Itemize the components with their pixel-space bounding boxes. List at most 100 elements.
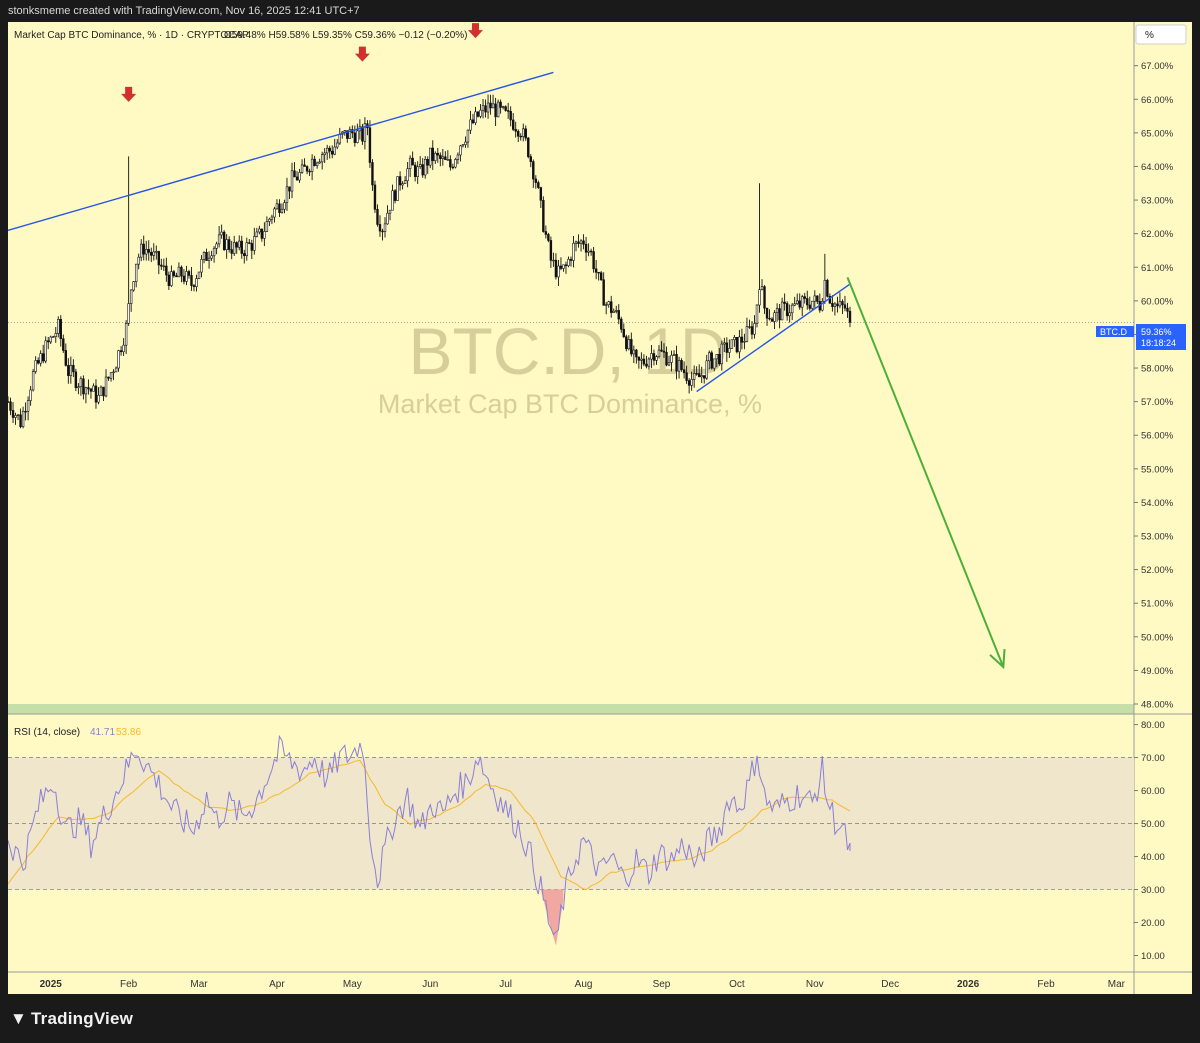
price-tag-value: 59.36% bbox=[1141, 327, 1172, 337]
candle-body bbox=[270, 216, 274, 220]
candle-body bbox=[145, 249, 148, 255]
trendline[interactable] bbox=[8, 71, 554, 231]
candle-body bbox=[564, 264, 568, 267]
candle-body bbox=[94, 385, 98, 403]
candle-body bbox=[283, 202, 286, 210]
candle-body bbox=[197, 271, 201, 279]
candle-body bbox=[265, 221, 269, 232]
candle-body bbox=[368, 127, 372, 163]
candle-body bbox=[486, 102, 490, 113]
candle-body bbox=[632, 349, 636, 355]
candle-body bbox=[650, 353, 653, 360]
candle-body bbox=[346, 130, 349, 139]
candle-body bbox=[537, 182, 540, 188]
candle-body bbox=[625, 336, 628, 350]
candle-body bbox=[371, 162, 374, 186]
down-arrow-marker-icon[interactable] bbox=[354, 46, 370, 62]
candle-body bbox=[572, 242, 575, 261]
candle-body bbox=[220, 231, 223, 236]
candle-body bbox=[838, 301, 842, 307]
candle-body bbox=[728, 348, 731, 353]
candle-body bbox=[627, 339, 631, 350]
candle-body bbox=[84, 387, 88, 395]
candle-body bbox=[167, 274, 171, 286]
candle-body bbox=[245, 242, 248, 257]
candle-body bbox=[222, 231, 226, 251]
candle-body bbox=[740, 336, 744, 343]
price-axis-label: 58.00% bbox=[1141, 364, 1174, 375]
candle-body bbox=[607, 301, 610, 306]
candle-body bbox=[104, 376, 108, 397]
chart-area[interactable]: BTC.D, 1D Market Cap BTC Dominance, % 10… bbox=[8, 22, 1192, 994]
candle-body bbox=[326, 147, 329, 154]
tradingview-logo[interactable]: ▼ TradingView bbox=[10, 1009, 133, 1029]
candle-body bbox=[393, 190, 397, 201]
candle-body bbox=[846, 307, 849, 312]
ohlc-legend: O59.48% H59.58% L59.35% C59.36% −0.12 (−… bbox=[224, 30, 468, 41]
candle-body bbox=[155, 251, 158, 253]
time-axis-label: Jul bbox=[499, 979, 512, 990]
candle-body bbox=[373, 184, 377, 210]
candle-body bbox=[552, 259, 555, 262]
rsi-legend-label[interactable]: RSI (14, close) bbox=[14, 727, 80, 738]
candle-body bbox=[112, 371, 115, 374]
candle-body bbox=[758, 289, 761, 306]
candle-body bbox=[821, 301, 824, 311]
rsi-axis-label: 40.00 bbox=[1141, 852, 1165, 863]
price-axis-label: 65.00% bbox=[1141, 128, 1174, 139]
time-axis-label: Dec bbox=[881, 979, 899, 990]
candle-body bbox=[348, 129, 352, 139]
candle-body bbox=[320, 154, 324, 163]
candle-body bbox=[662, 350, 666, 353]
candle-body bbox=[506, 110, 510, 112]
candle-body bbox=[298, 172, 301, 181]
candle-body bbox=[67, 365, 70, 376]
candle-body bbox=[499, 101, 502, 108]
candle-body bbox=[376, 208, 379, 225]
candle-body bbox=[69, 364, 73, 376]
candle-body bbox=[132, 281, 135, 291]
candle-body bbox=[763, 286, 766, 309]
candle-body bbox=[227, 239, 231, 250]
symbol-legend[interactable]: Market Cap BTC Dominance, % · 1D · CRYPT… bbox=[14, 30, 249, 41]
chart-svg[interactable]: BTC.D, 1D Market Cap BTC Dominance, % 10… bbox=[8, 22, 1192, 994]
candle-body bbox=[524, 128, 527, 139]
candle-body bbox=[290, 170, 294, 192]
candle-body bbox=[313, 158, 316, 166]
candle-body bbox=[592, 251, 595, 270]
candle-body bbox=[47, 340, 50, 343]
candle-body bbox=[836, 303, 839, 307]
candle-body bbox=[411, 157, 414, 166]
down-arrow-marker-icon[interactable] bbox=[467, 23, 483, 39]
candle-body bbox=[416, 166, 419, 177]
candle-body bbox=[489, 102, 492, 109]
candle-body bbox=[826, 279, 829, 297]
candle-body bbox=[790, 304, 794, 314]
candle-body bbox=[509, 111, 512, 121]
candle-body bbox=[670, 354, 673, 363]
price-axis-label: 48.00% bbox=[1141, 700, 1174, 711]
candle-body bbox=[26, 400, 30, 412]
candle-body bbox=[150, 252, 153, 256]
candle-body bbox=[386, 212, 389, 225]
time-axis-label: Aug bbox=[575, 979, 593, 990]
candle-body bbox=[677, 360, 681, 372]
candle-body bbox=[383, 223, 387, 232]
candle-body bbox=[461, 144, 465, 147]
candle-body bbox=[620, 318, 623, 330]
candle-body bbox=[622, 328, 625, 337]
price-axis-label: 51.00% bbox=[1141, 599, 1174, 610]
unit-toggle-button[interactable]: % bbox=[1135, 24, 1187, 45]
candle-body bbox=[775, 308, 779, 313]
candle-body bbox=[79, 378, 83, 388]
trendline[interactable] bbox=[696, 283, 851, 393]
candle-body bbox=[248, 242, 251, 244]
down-arrow-marker-icon[interactable] bbox=[121, 86, 137, 102]
candle-body bbox=[268, 218, 271, 222]
candle-body bbox=[723, 342, 726, 345]
candle-body bbox=[99, 386, 103, 396]
candle-body bbox=[21, 410, 25, 427]
rsi-axis-label: 80.00 bbox=[1141, 720, 1165, 731]
projection-arrow-shaft[interactable] bbox=[846, 276, 1005, 668]
candle-body bbox=[429, 147, 432, 166]
